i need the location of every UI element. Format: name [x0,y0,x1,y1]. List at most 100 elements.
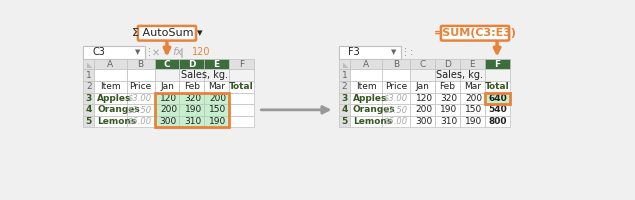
Bar [94,69,126,81]
Bar [339,81,350,93]
Bar [435,81,460,93]
Bar [350,104,382,116]
Text: C: C [164,60,170,69]
Text: 150: 150 [210,105,227,114]
Bar [229,69,254,81]
Bar [126,59,154,69]
Text: ✓: ✓ [163,47,171,57]
Bar [382,104,410,116]
Text: A: A [107,60,114,69]
Text: Mar: Mar [464,82,481,91]
Bar [460,81,485,93]
Bar [204,104,229,116]
Text: 5: 5 [341,117,347,126]
Bar [154,116,179,127]
Text: 120: 120 [192,47,210,57]
Bar [179,93,204,104]
Text: 2: 2 [342,82,347,91]
Bar [94,59,126,69]
Bar [204,69,229,81]
Text: 190: 190 [440,105,458,114]
Bar [339,116,350,127]
Text: B: B [138,60,144,69]
Text: Lemons: Lemons [97,117,137,126]
Text: Item: Item [100,82,121,91]
Bar [410,59,435,69]
Text: E: E [469,60,475,69]
Bar [154,59,179,69]
Bar [126,93,154,104]
Text: F: F [494,60,500,69]
Text: Sales, kg.: Sales, kg. [436,70,483,80]
Bar [339,69,350,81]
Bar [435,104,460,116]
Bar [339,46,401,59]
FancyBboxPatch shape [441,26,509,41]
Bar [460,59,485,69]
Text: ◣: ◣ [343,62,348,68]
Bar [179,116,204,127]
Bar [350,81,382,93]
Bar [94,93,126,104]
Bar [339,104,350,116]
Text: ✕: ✕ [152,47,160,57]
Bar [460,104,485,116]
Bar [460,116,485,127]
Bar [204,93,229,104]
Text: Sales, kg.: Sales, kg. [180,70,228,80]
Bar [485,81,509,93]
Bar [435,93,460,104]
Text: ·: · [149,44,151,54]
Text: B: B [393,60,399,69]
Text: 800: 800 [489,117,507,126]
Text: 320: 320 [441,94,458,103]
Bar [410,69,435,81]
Bar [435,69,460,81]
Text: F: F [239,60,244,69]
Bar [126,116,154,127]
Text: Feb: Feb [184,82,200,91]
Text: $3.00: $3.00 [128,94,152,103]
Bar [204,116,229,127]
Text: Jan: Jan [160,82,174,91]
Bar [350,59,382,69]
Text: Oranges: Oranges [353,105,396,114]
Bar [350,69,382,81]
Text: F3: F3 [349,47,360,57]
Text: 200: 200 [160,105,177,114]
Text: $3.00: $3.00 [384,94,408,103]
Text: C3: C3 [93,47,105,57]
Text: ▼: ▼ [391,49,396,55]
Text: 1: 1 [342,71,347,80]
Text: Lemons: Lemons [353,117,392,126]
Bar [410,81,435,93]
Bar [126,104,154,116]
Text: 5: 5 [86,117,92,126]
Bar [410,104,435,116]
Bar [179,69,204,81]
Text: D: D [444,60,451,69]
Text: A: A [363,60,369,69]
Text: 320: 320 [185,94,202,103]
Text: 3: 3 [86,94,92,103]
Bar [204,59,229,69]
Text: ·: · [404,47,407,57]
Text: ·: · [149,51,151,61]
Text: 300: 300 [415,117,433,126]
Text: Mar: Mar [208,82,225,91]
Text: 2: 2 [86,82,91,91]
Bar [382,93,410,104]
Bar [485,116,509,127]
Bar [339,93,350,104]
Text: $6.00: $6.00 [128,117,152,126]
Bar [485,69,509,81]
Bar [229,93,254,104]
Text: Total: Total [229,82,254,91]
Text: ◣: ◣ [87,62,93,68]
Bar [181,48,182,57]
Text: 120: 120 [416,94,433,103]
Text: ▼: ▼ [135,49,140,55]
Text: 1: 1 [86,71,91,80]
Bar [179,104,204,116]
Text: 200: 200 [465,94,483,103]
